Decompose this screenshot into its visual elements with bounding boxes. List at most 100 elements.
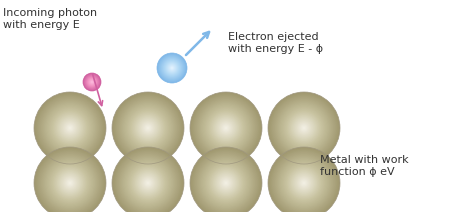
Circle shape — [299, 123, 309, 133]
Circle shape — [268, 147, 340, 212]
Circle shape — [294, 118, 314, 138]
Circle shape — [167, 63, 177, 73]
Circle shape — [221, 123, 231, 133]
Circle shape — [285, 109, 323, 147]
Circle shape — [143, 123, 153, 133]
Circle shape — [195, 97, 257, 159]
Circle shape — [201, 158, 251, 208]
Circle shape — [43, 157, 97, 209]
Circle shape — [63, 176, 77, 190]
Circle shape — [65, 123, 75, 133]
Circle shape — [203, 105, 249, 151]
Circle shape — [34, 92, 106, 164]
Circle shape — [85, 76, 98, 88]
Circle shape — [191, 93, 261, 163]
Circle shape — [118, 153, 178, 212]
Circle shape — [142, 122, 154, 134]
Circle shape — [41, 99, 99, 157]
Circle shape — [219, 176, 233, 190]
Circle shape — [203, 160, 249, 206]
Circle shape — [69, 182, 71, 184]
Circle shape — [285, 164, 323, 202]
Circle shape — [219, 121, 233, 135]
Circle shape — [112, 147, 184, 212]
Circle shape — [300, 124, 308, 132]
Circle shape — [87, 77, 97, 87]
Circle shape — [299, 178, 309, 188]
Circle shape — [113, 148, 183, 212]
Circle shape — [61, 175, 79, 191]
Circle shape — [216, 118, 236, 138]
Circle shape — [55, 112, 85, 144]
Circle shape — [270, 94, 338, 162]
Circle shape — [287, 166, 321, 200]
Circle shape — [269, 148, 339, 212]
Circle shape — [286, 110, 322, 146]
Circle shape — [51, 164, 89, 202]
Circle shape — [67, 124, 73, 132]
Circle shape — [91, 81, 92, 83]
Circle shape — [83, 73, 101, 91]
Circle shape — [61, 120, 79, 136]
Circle shape — [147, 182, 149, 184]
Circle shape — [198, 155, 254, 211]
Circle shape — [61, 173, 79, 192]
Circle shape — [279, 103, 329, 153]
Circle shape — [86, 76, 97, 88]
Circle shape — [206, 108, 246, 148]
Circle shape — [140, 175, 157, 191]
Circle shape — [53, 111, 87, 145]
Circle shape — [136, 171, 160, 195]
Circle shape — [275, 99, 333, 157]
Circle shape — [122, 102, 174, 154]
Circle shape — [84, 74, 100, 90]
Circle shape — [302, 181, 306, 186]
Circle shape — [218, 175, 234, 191]
Text: Incoming photon
with energy E: Incoming photon with energy E — [3, 8, 97, 30]
Circle shape — [298, 177, 310, 189]
Circle shape — [129, 109, 167, 147]
Circle shape — [47, 105, 93, 151]
Circle shape — [122, 157, 174, 209]
Circle shape — [272, 96, 336, 160]
Circle shape — [166, 62, 178, 74]
Circle shape — [300, 179, 308, 187]
Circle shape — [303, 182, 305, 184]
Circle shape — [137, 117, 159, 139]
Circle shape — [218, 120, 234, 136]
Circle shape — [272, 151, 336, 212]
Circle shape — [49, 108, 91, 148]
Circle shape — [284, 108, 324, 148]
Circle shape — [112, 92, 184, 164]
Circle shape — [303, 127, 305, 129]
Circle shape — [288, 112, 320, 144]
Circle shape — [201, 103, 251, 153]
Circle shape — [169, 65, 175, 71]
Circle shape — [282, 106, 326, 150]
Circle shape — [86, 76, 98, 88]
Circle shape — [137, 172, 159, 194]
Circle shape — [214, 171, 238, 195]
Circle shape — [139, 118, 158, 138]
Circle shape — [128, 108, 169, 148]
Circle shape — [220, 122, 232, 134]
Circle shape — [123, 103, 173, 153]
Circle shape — [196, 98, 256, 158]
Circle shape — [278, 102, 330, 154]
Circle shape — [121, 100, 176, 156]
Circle shape — [209, 166, 243, 200]
Circle shape — [161, 57, 183, 79]
Circle shape — [202, 104, 250, 152]
Circle shape — [275, 154, 333, 212]
Circle shape — [297, 121, 311, 135]
Circle shape — [158, 54, 186, 81]
Circle shape — [204, 106, 248, 150]
Circle shape — [294, 173, 314, 192]
Circle shape — [115, 149, 182, 212]
Circle shape — [216, 173, 236, 192]
Circle shape — [170, 67, 174, 70]
Circle shape — [43, 100, 97, 156]
Circle shape — [191, 148, 261, 212]
Circle shape — [293, 117, 315, 139]
Circle shape — [43, 155, 97, 211]
